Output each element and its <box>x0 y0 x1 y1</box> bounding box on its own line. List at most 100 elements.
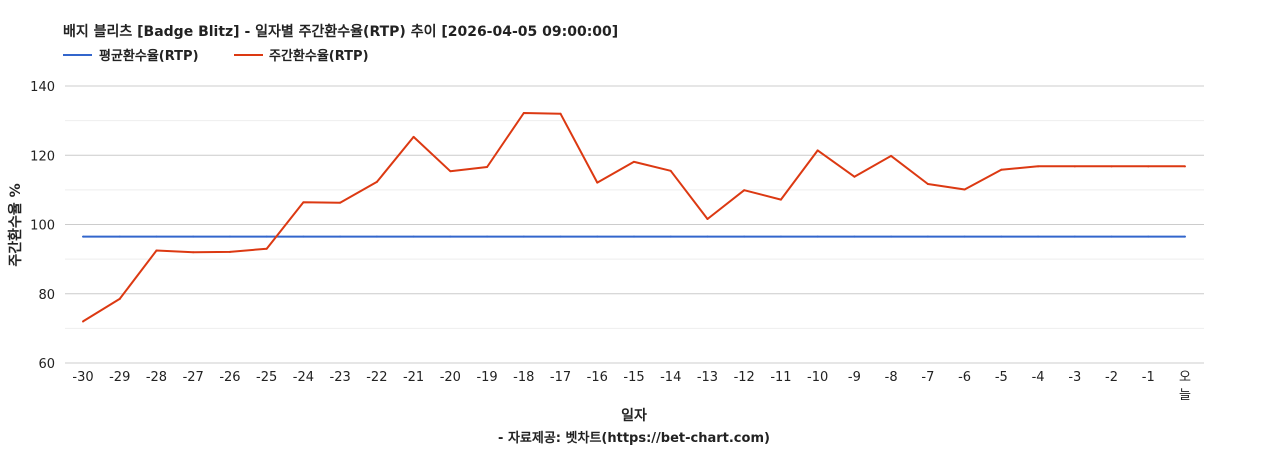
data-point-average <box>926 235 929 238</box>
data-point-weekly <box>816 149 819 152</box>
data-point-weekly <box>669 169 672 172</box>
data-point-average <box>779 235 782 238</box>
legend: 평균환수율(RTP) 주간환수율(RTP) <box>63 48 369 64</box>
x-tick-label: -7 <box>921 370 934 385</box>
x-tick-label: -30 <box>72 370 93 385</box>
x-tick-label: -29 <box>109 370 130 385</box>
data-point-weekly <box>155 249 158 252</box>
data-point-weekly <box>449 170 452 173</box>
data-point-weekly <box>1184 165 1186 168</box>
data-point-average <box>486 235 489 238</box>
x-tick-label: -3 <box>1068 370 1081 385</box>
data-point-average <box>890 235 893 238</box>
x-tick-label: -15 <box>623 370 644 385</box>
x-tick-label: -4 <box>1032 370 1045 385</box>
data-point-average <box>743 235 746 238</box>
data-point-weekly <box>82 320 84 323</box>
data-point-average <box>706 235 709 238</box>
data-point-average <box>816 235 819 238</box>
data-point-average <box>1073 235 1076 238</box>
data-point-average <box>155 235 158 238</box>
data-point-average <box>1147 235 1150 238</box>
x-tick-label: -8 <box>885 370 898 385</box>
x-tick-label: -10 <box>807 370 828 385</box>
data-point-weekly <box>1000 168 1003 171</box>
series-line-weekly <box>82 112 1185 323</box>
data-point-weekly <box>375 180 378 183</box>
data-point-weekly <box>706 217 709 220</box>
data-point-average <box>1184 235 1186 238</box>
data-point-average <box>82 235 84 238</box>
x-tick-label: -11 <box>770 370 791 385</box>
data-point-weekly <box>853 175 856 178</box>
data-point-weekly <box>1073 165 1076 168</box>
y-tick-label: 100 <box>30 219 55 234</box>
legend-label-weekly: 주간환수율(RTP) <box>269 48 369 64</box>
data-point-weekly <box>302 201 305 204</box>
data-point-average <box>375 235 378 238</box>
x-tick-label: -18 <box>513 370 534 385</box>
data-point-average <box>339 235 342 238</box>
data-point-average <box>669 235 672 238</box>
data-point-average <box>522 235 525 238</box>
x-tick-label: -25 <box>256 370 277 385</box>
x-tick-label: -28 <box>146 370 167 385</box>
data-point-weekly <box>926 182 929 185</box>
data-point-weekly <box>265 247 268 250</box>
data-point-weekly <box>228 250 231 253</box>
x-tick-label: -16 <box>587 370 608 385</box>
data-point-weekly <box>559 112 562 115</box>
data-point-weekly <box>633 160 635 163</box>
data-point-average <box>559 235 562 238</box>
data-point-average <box>963 235 966 238</box>
y-tick-label: 60 <box>38 357 55 372</box>
data-point-weekly <box>779 198 782 201</box>
x-tick-label: -2 <box>1105 370 1118 385</box>
x-tick-label: -9 <box>848 370 861 385</box>
x-tick-label: -12 <box>734 370 755 385</box>
x-tick-label: -23 <box>330 370 351 385</box>
x-tick-label: -1 <box>1142 370 1155 385</box>
data-point-average <box>449 235 452 238</box>
x-tick-label: -13 <box>697 370 718 385</box>
data-point-average <box>118 235 121 238</box>
data-point-average <box>1000 235 1003 238</box>
data-point-average <box>228 235 231 238</box>
y-tick-label: 80 <box>38 288 55 303</box>
source-credit: - 자료제공: 벳차트(https://bet-chart.com) <box>498 430 770 446</box>
x-axis-ticks: -30 -29 -28 -27 -26 -25 -24 -23 -22 -21 -20 -19 -18 -… <box>72 370 1191 403</box>
y-tick-label: 120 <box>30 149 55 164</box>
data-point-weekly <box>522 112 525 115</box>
data-point-weekly <box>192 251 195 254</box>
x-tick-label: -20 <box>440 370 461 385</box>
y-tick-label: 140 <box>30 80 55 95</box>
data-point-weekly <box>1147 165 1150 168</box>
data-point-average <box>853 235 856 238</box>
data-point-average <box>596 235 599 238</box>
x-tick-label: -6 <box>958 370 971 385</box>
data-point-average <box>1110 235 1113 238</box>
x-tick-label: -26 <box>219 370 240 385</box>
gridlines <box>65 85 1204 364</box>
data-point-weekly <box>412 135 415 138</box>
x-tick-label: -19 <box>476 370 497 385</box>
data-point-weekly <box>963 188 966 191</box>
data-point-average <box>265 235 268 238</box>
y-axis-label: 주간환수율 % <box>7 183 24 266</box>
x-tick-label: -17 <box>550 370 571 385</box>
data-point-weekly <box>1110 165 1113 168</box>
x-tick-label: -14 <box>660 370 681 385</box>
data-point-weekly <box>118 297 121 300</box>
data-point-average <box>192 235 195 238</box>
x-tick-label: -24 <box>293 370 314 385</box>
data-point-weekly <box>596 181 599 184</box>
chart-title: 배지 블리츠 [Badge Blitz] - 일자별 주간환수율(RTP) 추이… <box>63 23 618 40</box>
y-axis-ticks: 60 80 100 120 140 <box>30 80 55 372</box>
data-point-average <box>633 235 635 238</box>
data-point-weekly <box>1037 165 1040 168</box>
data-point-average <box>412 235 415 238</box>
series-lines <box>82 112 1186 323</box>
data-point-average <box>1037 235 1040 238</box>
